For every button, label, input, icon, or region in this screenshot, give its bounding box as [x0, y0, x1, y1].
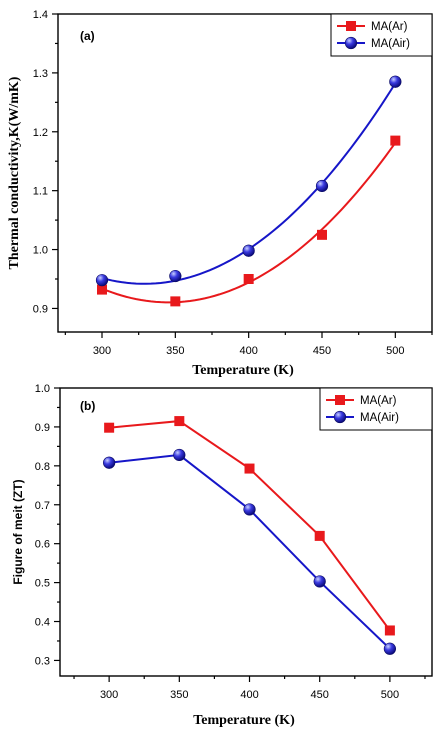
data-point-ma-air: [315, 179, 329, 193]
series-line-ma-ar: [109, 420, 391, 632]
y-tick-label: 0.6: [35, 539, 50, 551]
x-tick-label: 300: [93, 345, 111, 357]
data-point-ma-ar: [317, 229, 327, 240]
data-point-ma-air: [242, 244, 255, 257]
y-tick-label: 0.9: [33, 303, 48, 315]
data-point-ma-air: [169, 269, 182, 283]
legend-entry: MA(Air): [371, 38, 410, 50]
legend-entry: MA(Air): [360, 412, 399, 424]
y-tick-label: 0.3: [35, 655, 50, 667]
chart-panel-b: 300 350 400 450 500 0.3 0.4 0.5 0.6 0.7 0.8 0.9 1.0 T…: [11, 383, 433, 728]
series-line-ma-air: [109, 453, 391, 650]
legend-marker: [333, 410, 347, 424]
data-point-ma-ar: [384, 625, 395, 636]
y-tick-label: 1.4: [33, 9, 48, 21]
chart-panel-a: 300 350 400 450 500 0.9 1.0 1.1 1.2 1.3 1.4 Tempera…: [7, 9, 433, 378]
x-tick-label: 500: [386, 345, 404, 357]
y-axis-title: Thermal conductivity,K(W/mK): [7, 76, 22, 269]
x-tick-label: 450: [311, 689, 329, 701]
data-point-ma-ar: [390, 135, 401, 146]
x-tick-label: 400: [239, 345, 257, 357]
y-tick-label: 1.0: [33, 245, 48, 257]
y-tick-label: 0.8: [35, 461, 50, 473]
y-tick-label: 0.7: [35, 500, 50, 512]
data-point-ma-ar: [174, 416, 185, 427]
legend-marker: [335, 395, 345, 405]
data-point-ma-air: [383, 642, 396, 655]
legend-entry: MA(Ar): [360, 395, 397, 407]
plot-frame: [57, 13, 433, 333]
y-tick-label: 0.9: [35, 422, 50, 434]
data-point-ma-air: [103, 456, 116, 469]
x-tick-label: 350: [166, 345, 184, 357]
legend-marker: [344, 36, 358, 50]
plot-frame: [59, 387, 433, 677]
data-point-ma-ar: [314, 530, 325, 541]
data-point-ma-ar: [104, 422, 115, 433]
data-point-ma-air: [95, 274, 109, 287]
y-tick-label: 0.4: [35, 617, 50, 629]
data-point-ma-ar: [244, 463, 255, 474]
data-point-ma-air: [243, 503, 256, 516]
data-point-ma-ar: [170, 296, 181, 307]
data-point-ma-air: [389, 75, 402, 88]
data-point-ma-ar: [97, 284, 107, 295]
y-tick-label: 0.5: [35, 578, 50, 590]
y-tick-label: 1.2: [33, 127, 48, 139]
x-tick-label: 300: [100, 689, 118, 701]
x-axis-title: Temperature (K): [192, 363, 294, 378]
y-axis-title: Figure of meit (ZT): [11, 479, 25, 584]
y-tick-label: 1.1: [33, 186, 48, 198]
data-point-ma-ar: [243, 274, 254, 284]
panel-label: (a): [80, 29, 95, 43]
x-axis-title: Temperature (K): [193, 713, 295, 728]
x-tick-label: 400: [240, 689, 258, 701]
x-tick-label: 500: [381, 689, 399, 701]
data-point-ma-air: [173, 448, 186, 462]
y-tick-label: 1.3: [33, 68, 48, 80]
legend-marker: [346, 21, 356, 31]
y-tick-label: 1.0: [35, 383, 50, 395]
panel-label: (b): [80, 399, 95, 413]
x-tick-label: 350: [170, 689, 188, 701]
legend-entry: MA(Ar): [371, 21, 408, 33]
data-point-ma-air: [313, 575, 326, 588]
x-tick-label: 450: [313, 345, 331, 357]
